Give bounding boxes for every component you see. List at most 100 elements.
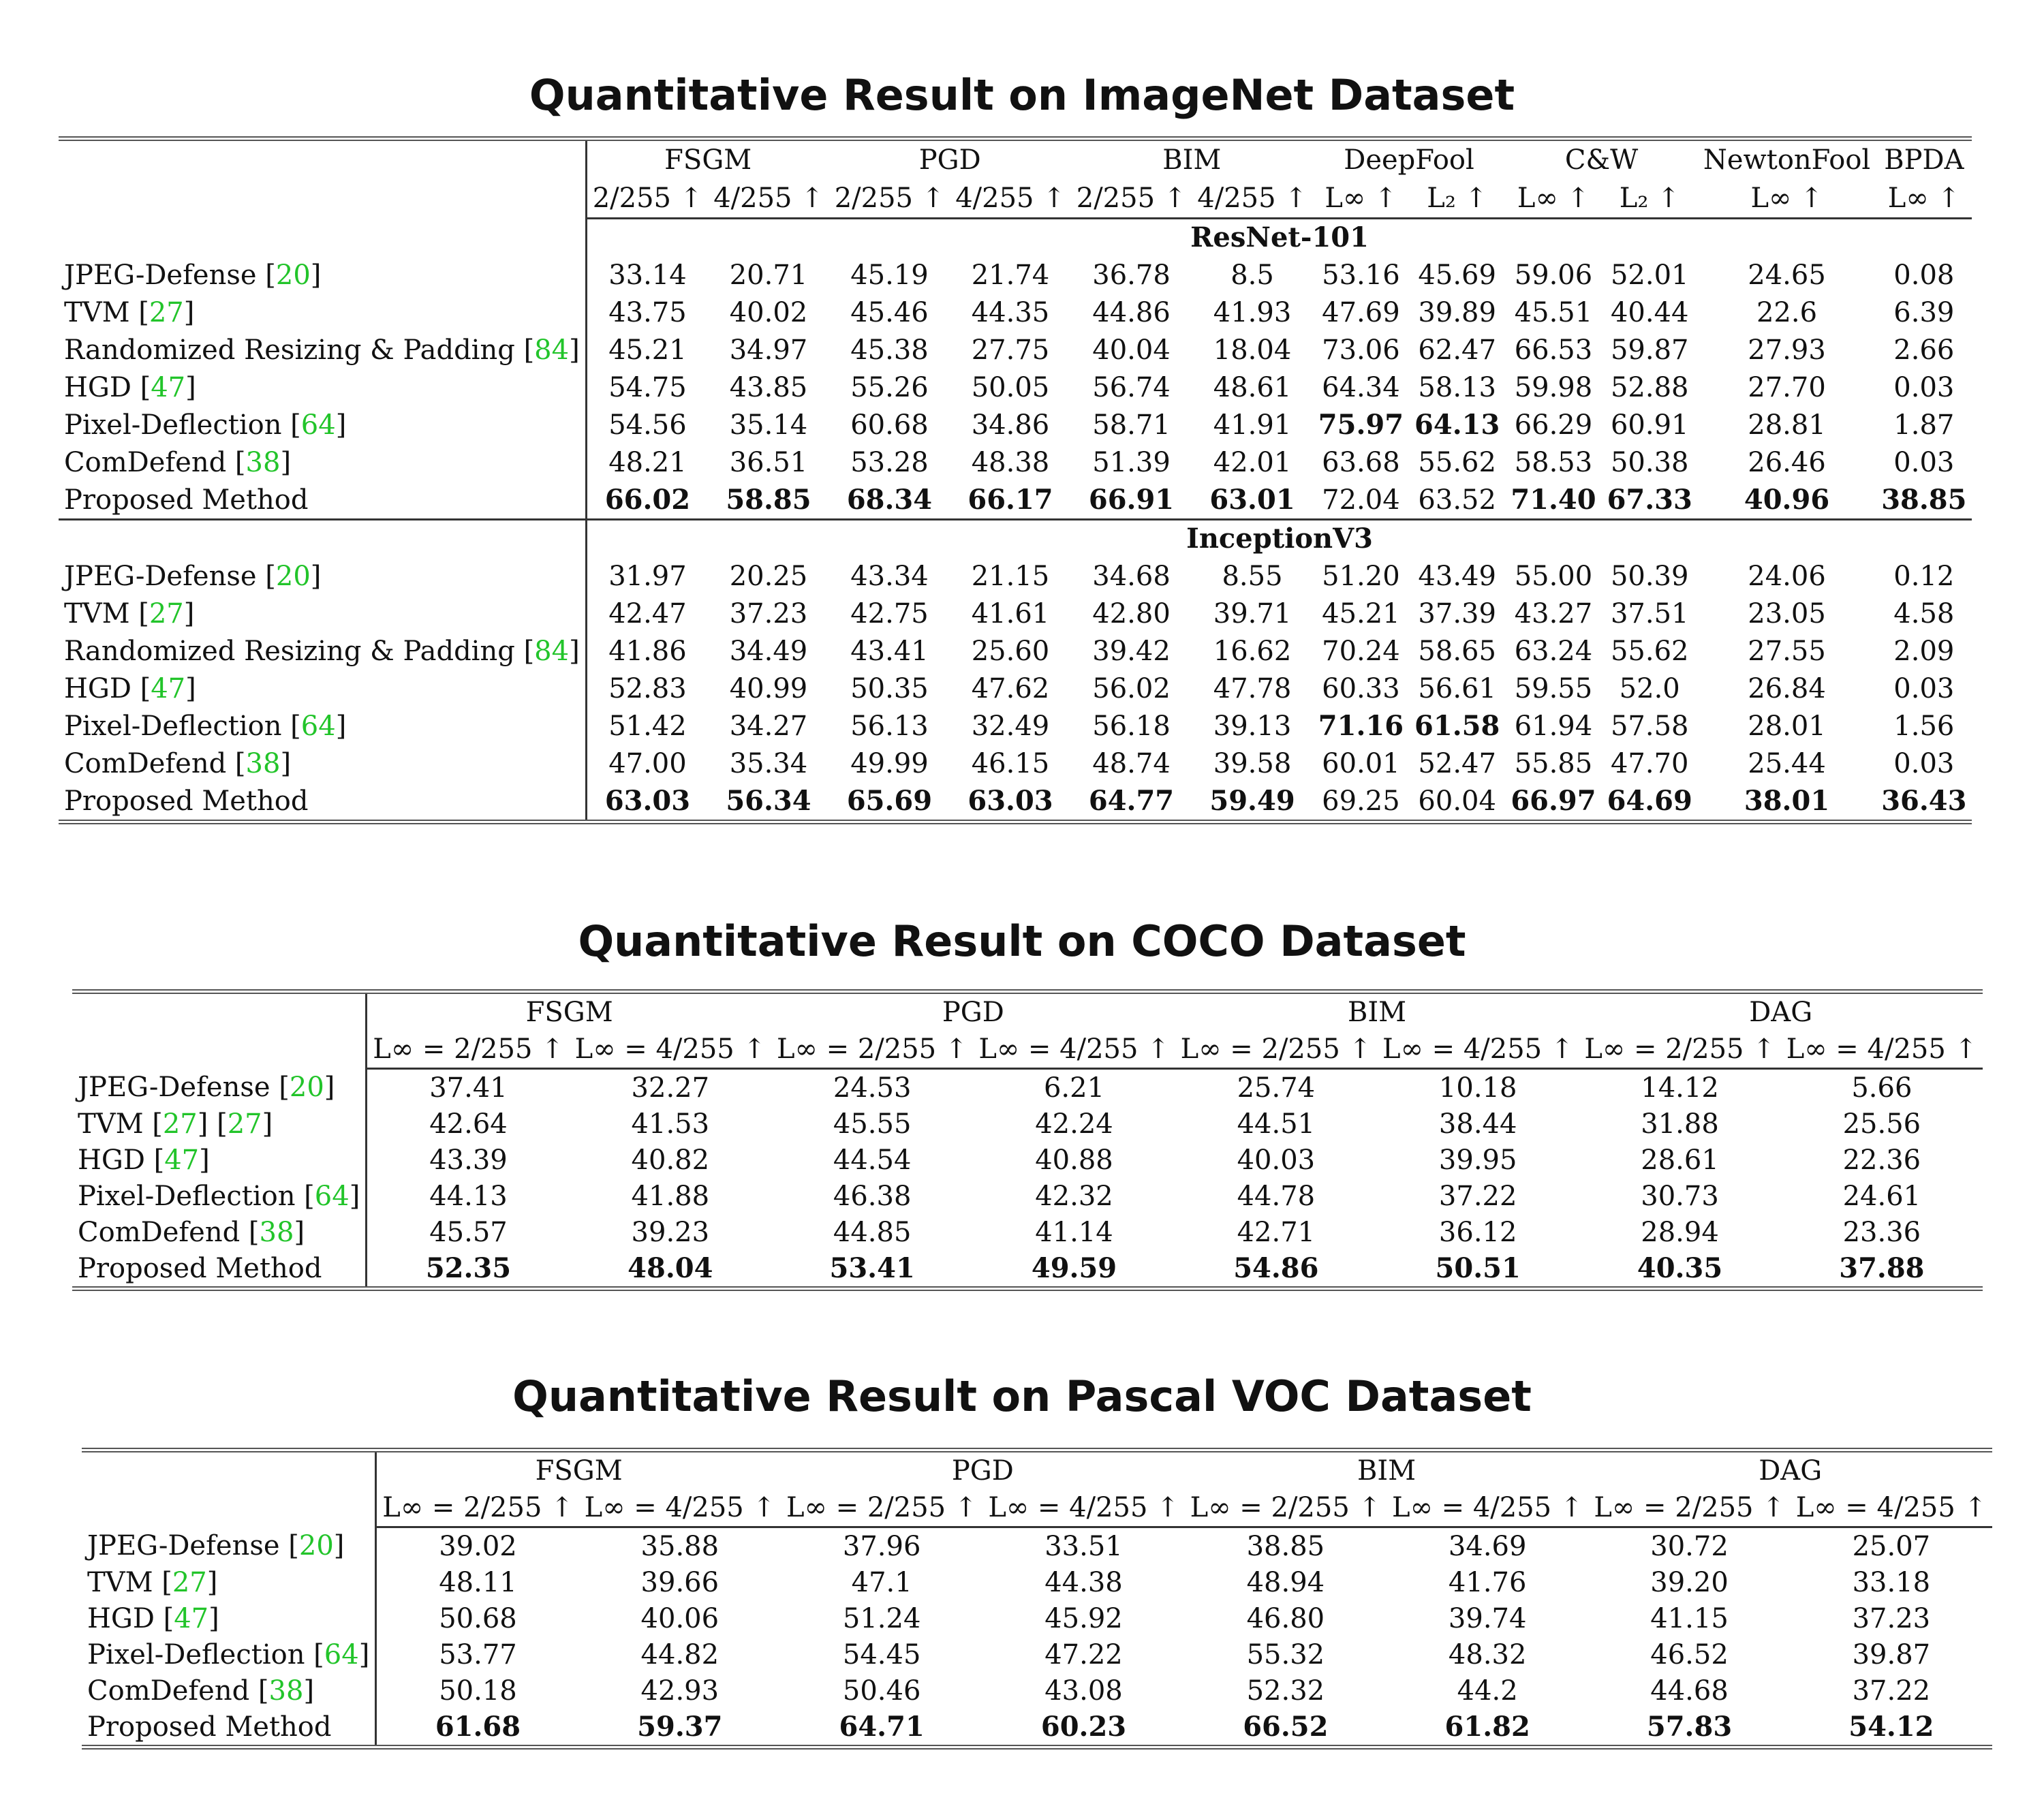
value-cell: 46.15 [971, 747, 1050, 779]
citation-number: 38 [245, 747, 281, 779]
value-cell: 52.32 [1246, 1675, 1325, 1707]
value-cell: 63.68 [1322, 446, 1400, 478]
method-name: Proposed Method [64, 484, 309, 516]
citation-close-bracket: ] [280, 446, 292, 478]
citation-open-bracket: [ [234, 446, 246, 478]
value-cell: 39.20 [1650, 1566, 1729, 1598]
value-cell: 42.75 [850, 597, 929, 629]
attack-header: DAG [1749, 997, 1813, 1028]
value-cell: 27.55 [1748, 635, 1826, 667]
table-row: HGD [47] 52.83 40.99 50.35 47.62 56.02 47.78 60… [59, 670, 1972, 707]
table-row: ComDefend [38] 50.18 42.93 50.46 43.08 52.32 4… [82, 1673, 1992, 1709]
value-cell: 55.26 [850, 371, 929, 403]
method-name: ComDefend [64, 747, 235, 779]
value-cell: 58.85 [726, 483, 811, 516]
value-cell: 39.13 [1213, 710, 1292, 742]
table-row: Proposed Method 63.03 56.34 65.69 63.03 64.77… [59, 782, 1972, 822]
table-row: Proposed Method 52.35 48.04 53.41 49.59 54.86… [72, 1250, 1983, 1289]
citation-number: 27 [172, 1566, 207, 1598]
method-name-cell: HGD [47] [59, 670, 587, 707]
value-cell: 37.39 [1418, 597, 1496, 629]
table-row: JPEG-Defense [20] 31.97 20.25 43.34 21.15 34.… [59, 557, 1972, 595]
citation-number: 64 [300, 710, 336, 742]
value-cell: 40.99 [729, 672, 808, 704]
model-section-row: InceptionV3 [59, 518, 1972, 557]
value-cell: 44.35 [971, 296, 1050, 328]
value-cell: 44.54 [833, 1144, 912, 1176]
method-name: Pixel-Deflection [87, 1638, 314, 1670]
citation-close-bracket: ] [183, 296, 195, 328]
value-cell: 59.49 [1209, 784, 1295, 817]
value-cell: 52.88 [1610, 371, 1689, 403]
metric-header: L₂ ↑ [1409, 179, 1506, 219]
value-cell: 61.94 [1514, 710, 1593, 742]
value-cell: 35.34 [729, 747, 808, 779]
value-cell: 40.02 [729, 296, 808, 328]
value-cell: 41.93 [1213, 296, 1292, 328]
value-cell: 44.78 [1237, 1180, 1316, 1212]
table-row: HGD [47] 54.75 43.85 55.26 50.05 56.74 48.61 64… [59, 369, 1972, 406]
method-name: ComDefend [87, 1675, 258, 1707]
citation-number: 84 [534, 334, 570, 366]
value-cell: 63.03 [967, 784, 1053, 817]
imagenet-results-table: FSGM PGD BIM DeepFool C&W NewtonFool BPD… [59, 136, 1972, 824]
citation-open-bracket: [ [138, 597, 149, 629]
value-cell: 40.04 [1092, 334, 1171, 366]
table-row: ComDefend [38] 47.00 35.34 49.99 46.15 48.74 3… [59, 745, 1972, 782]
value-cell: 41.91 [1213, 409, 1292, 441]
citation-number: 20 [275, 259, 311, 291]
value-cell: 64.71 [839, 1710, 925, 1743]
value-cell: 42.80 [1092, 597, 1171, 629]
method-name: HGD [78, 1144, 154, 1176]
value-cell: 58.71 [1092, 409, 1171, 441]
metric-header: L∞ = 4/255 ↑ [578, 1489, 781, 1528]
value-cell: 48.61 [1213, 371, 1292, 403]
method-name: Proposed Method [87, 1711, 332, 1743]
method-name: TVM [78, 1108, 153, 1140]
value-cell: 64.69 [1607, 784, 1692, 817]
metric-header: 2/255 ↑ [829, 179, 950, 219]
value-cell: 36.43 [1881, 784, 1967, 817]
value-cell: 24.53 [833, 1072, 912, 1104]
value-cell: 57.58 [1610, 710, 1689, 742]
value-cell: 10.18 [1438, 1072, 1517, 1104]
value-cell: 30.73 [1641, 1180, 1719, 1212]
value-cell: 0.03 [1893, 672, 1955, 704]
value-cell: 45.51 [1514, 296, 1593, 328]
table-row: Pixel-Deflection [64] 44.13 41.88 46.38 42.3… [72, 1178, 1983, 1214]
metric-header: L∞ ↑ [1697, 179, 1876, 219]
method-name: TVM [64, 296, 139, 328]
citation-open-bracket: [ [258, 1675, 269, 1707]
value-cell: 25.44 [1748, 747, 1826, 779]
method-name-cell: TVM [27] [59, 294, 587, 331]
table-row: ComDefend [38] 48.21 36.51 53.28 48.38 51.39 4… [59, 444, 1972, 481]
attack-header-row: FSGM PGD BIM DeepFool C&W NewtonFool BPD… [59, 138, 1972, 219]
value-cell: 53.41 [829, 1251, 915, 1284]
value-cell: 61.68 [435, 1710, 521, 1743]
value-cell: 50.39 [1610, 560, 1689, 592]
model-section-row: ResNet-101 [59, 218, 1972, 256]
metric-header: L∞ = 2/255 ↑ [771, 1031, 974, 1070]
citation-open-bracket: [ [152, 1108, 163, 1140]
value-cell: 50.38 [1610, 446, 1689, 478]
value-cell: 47.69 [1322, 296, 1400, 328]
attack-header: DAG [1759, 1455, 1823, 1487]
citation-open-bracket: [ [138, 296, 149, 328]
value-cell: 44.2 [1457, 1675, 1518, 1707]
value-cell: 48.94 [1246, 1566, 1325, 1598]
metric-header: L∞ = 4/255 ↑ [982, 1489, 1185, 1528]
method-name: HGD [64, 371, 140, 403]
coco-title: Quantitative Result on COCO Dataset [578, 916, 1466, 966]
metric-header: L∞ = 2/255 ↑ [780, 1489, 983, 1528]
value-cell: 44.68 [1650, 1675, 1729, 1707]
value-cell: 75.97 [1318, 408, 1404, 441]
value-cell: 37.23 [1852, 1602, 1931, 1634]
value-cell: 59.98 [1514, 371, 1593, 403]
value-cell: 50.18 [439, 1675, 517, 1707]
citation-close-bracket: ] [185, 672, 196, 704]
value-cell: 37.23 [729, 597, 808, 629]
metric-header: L∞ = 4/255 ↑ [569, 1031, 771, 1070]
value-cell: 45.38 [850, 334, 929, 366]
value-cell: 39.71 [1213, 597, 1292, 629]
metric-header: L∞ = 2/255 ↑ [375, 1489, 579, 1528]
